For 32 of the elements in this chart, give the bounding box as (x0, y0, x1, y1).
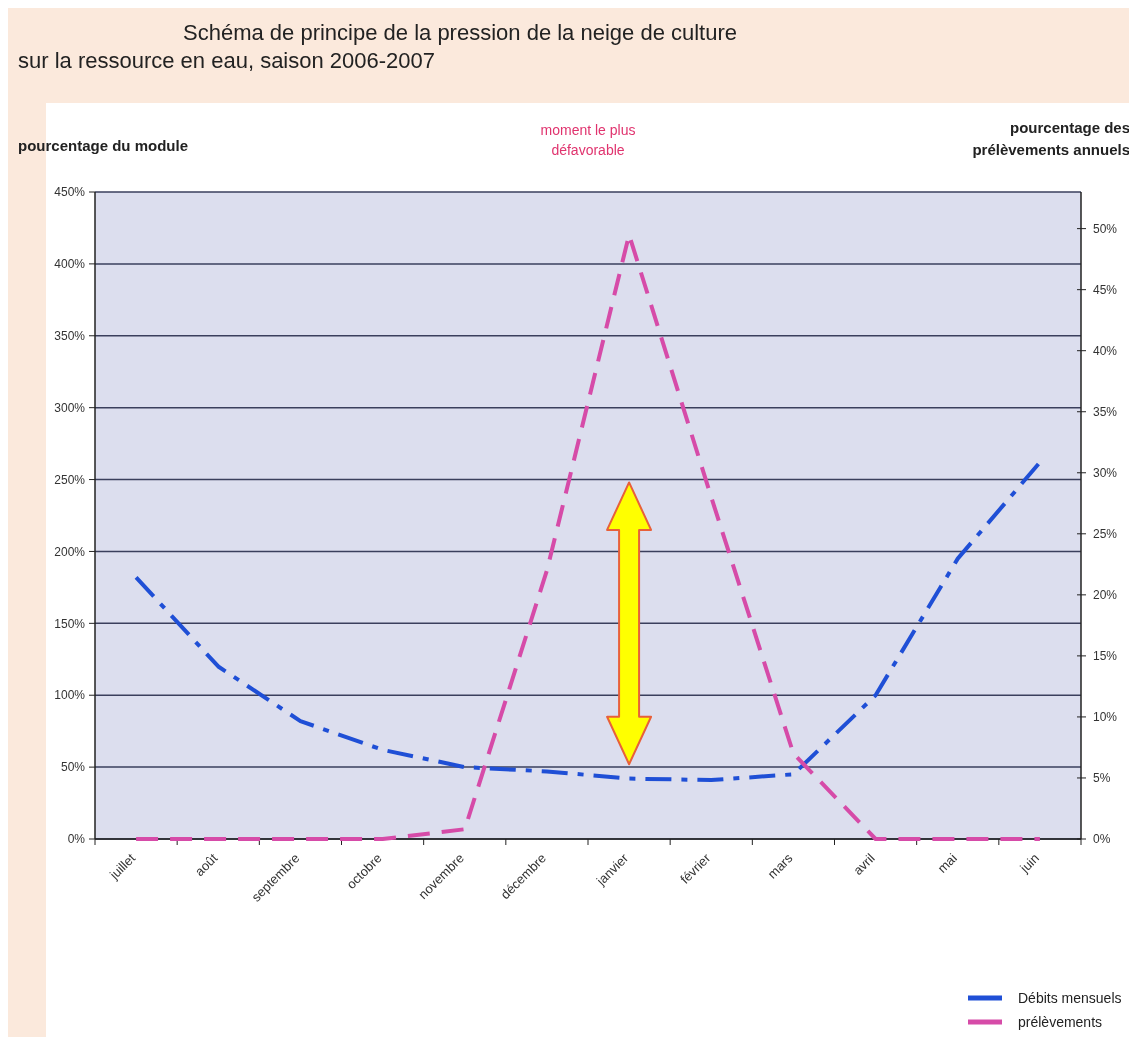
y2-tick-label: 30% (1093, 465, 1118, 480)
y-tick-label: 150% (54, 616, 86, 631)
y2-tick-label: 0% (1093, 832, 1111, 847)
chart-title: Schéma de principe de la pression de la neige de culture sur la ressource en eau, saison 2006-2007 (18, 20, 738, 73)
text: moment le plus défavorable (540, 122, 636, 158)
y2-tick-label: 40% (1093, 343, 1118, 358)
legend-label: Débits mensuels (1018, 989, 1122, 1006)
y2-tick-label: 35% (1093, 404, 1118, 419)
legend-label: prélèvements (1018, 1013, 1103, 1030)
y-tick-label: 350% (54, 328, 86, 343)
line-series (134, 460, 1042, 783)
y-tick-label: 450% (54, 185, 86, 200)
y2-tick-label: 50% (1093, 221, 1118, 236)
y-tick-label: 250% (54, 472, 86, 487)
y2-tick-label: 20% (1093, 588, 1118, 603)
x-tick-label: juin (1016, 850, 1043, 877)
y2-tick-label: 15% (1093, 649, 1118, 664)
y-tick-label: 400% (54, 257, 86, 272)
y-tick-label: 0% (67, 832, 86, 847)
y-tick-label: 300% (54, 400, 86, 415)
y2-tick-label: 5% (1093, 771, 1111, 786)
y-axis-title: pourcentage du module (18, 137, 189, 154)
x-tick-label: août (191, 850, 221, 880)
y2-tick-label: 10% (1093, 710, 1118, 725)
y2-axis-title: pourcentage des prélèvements annuels (972, 119, 1129, 158)
y2-tick-label: 45% (1093, 282, 1118, 297)
y-tick-label: 50% (60, 760, 86, 775)
y-tick-label: 100% (54, 688, 86, 703)
x-tick-label: avril (850, 850, 878, 878)
y-tick-label: 200% (54, 544, 86, 559)
y2-tick-label: 25% (1093, 527, 1118, 542)
x-tick-label: mai (934, 850, 960, 876)
